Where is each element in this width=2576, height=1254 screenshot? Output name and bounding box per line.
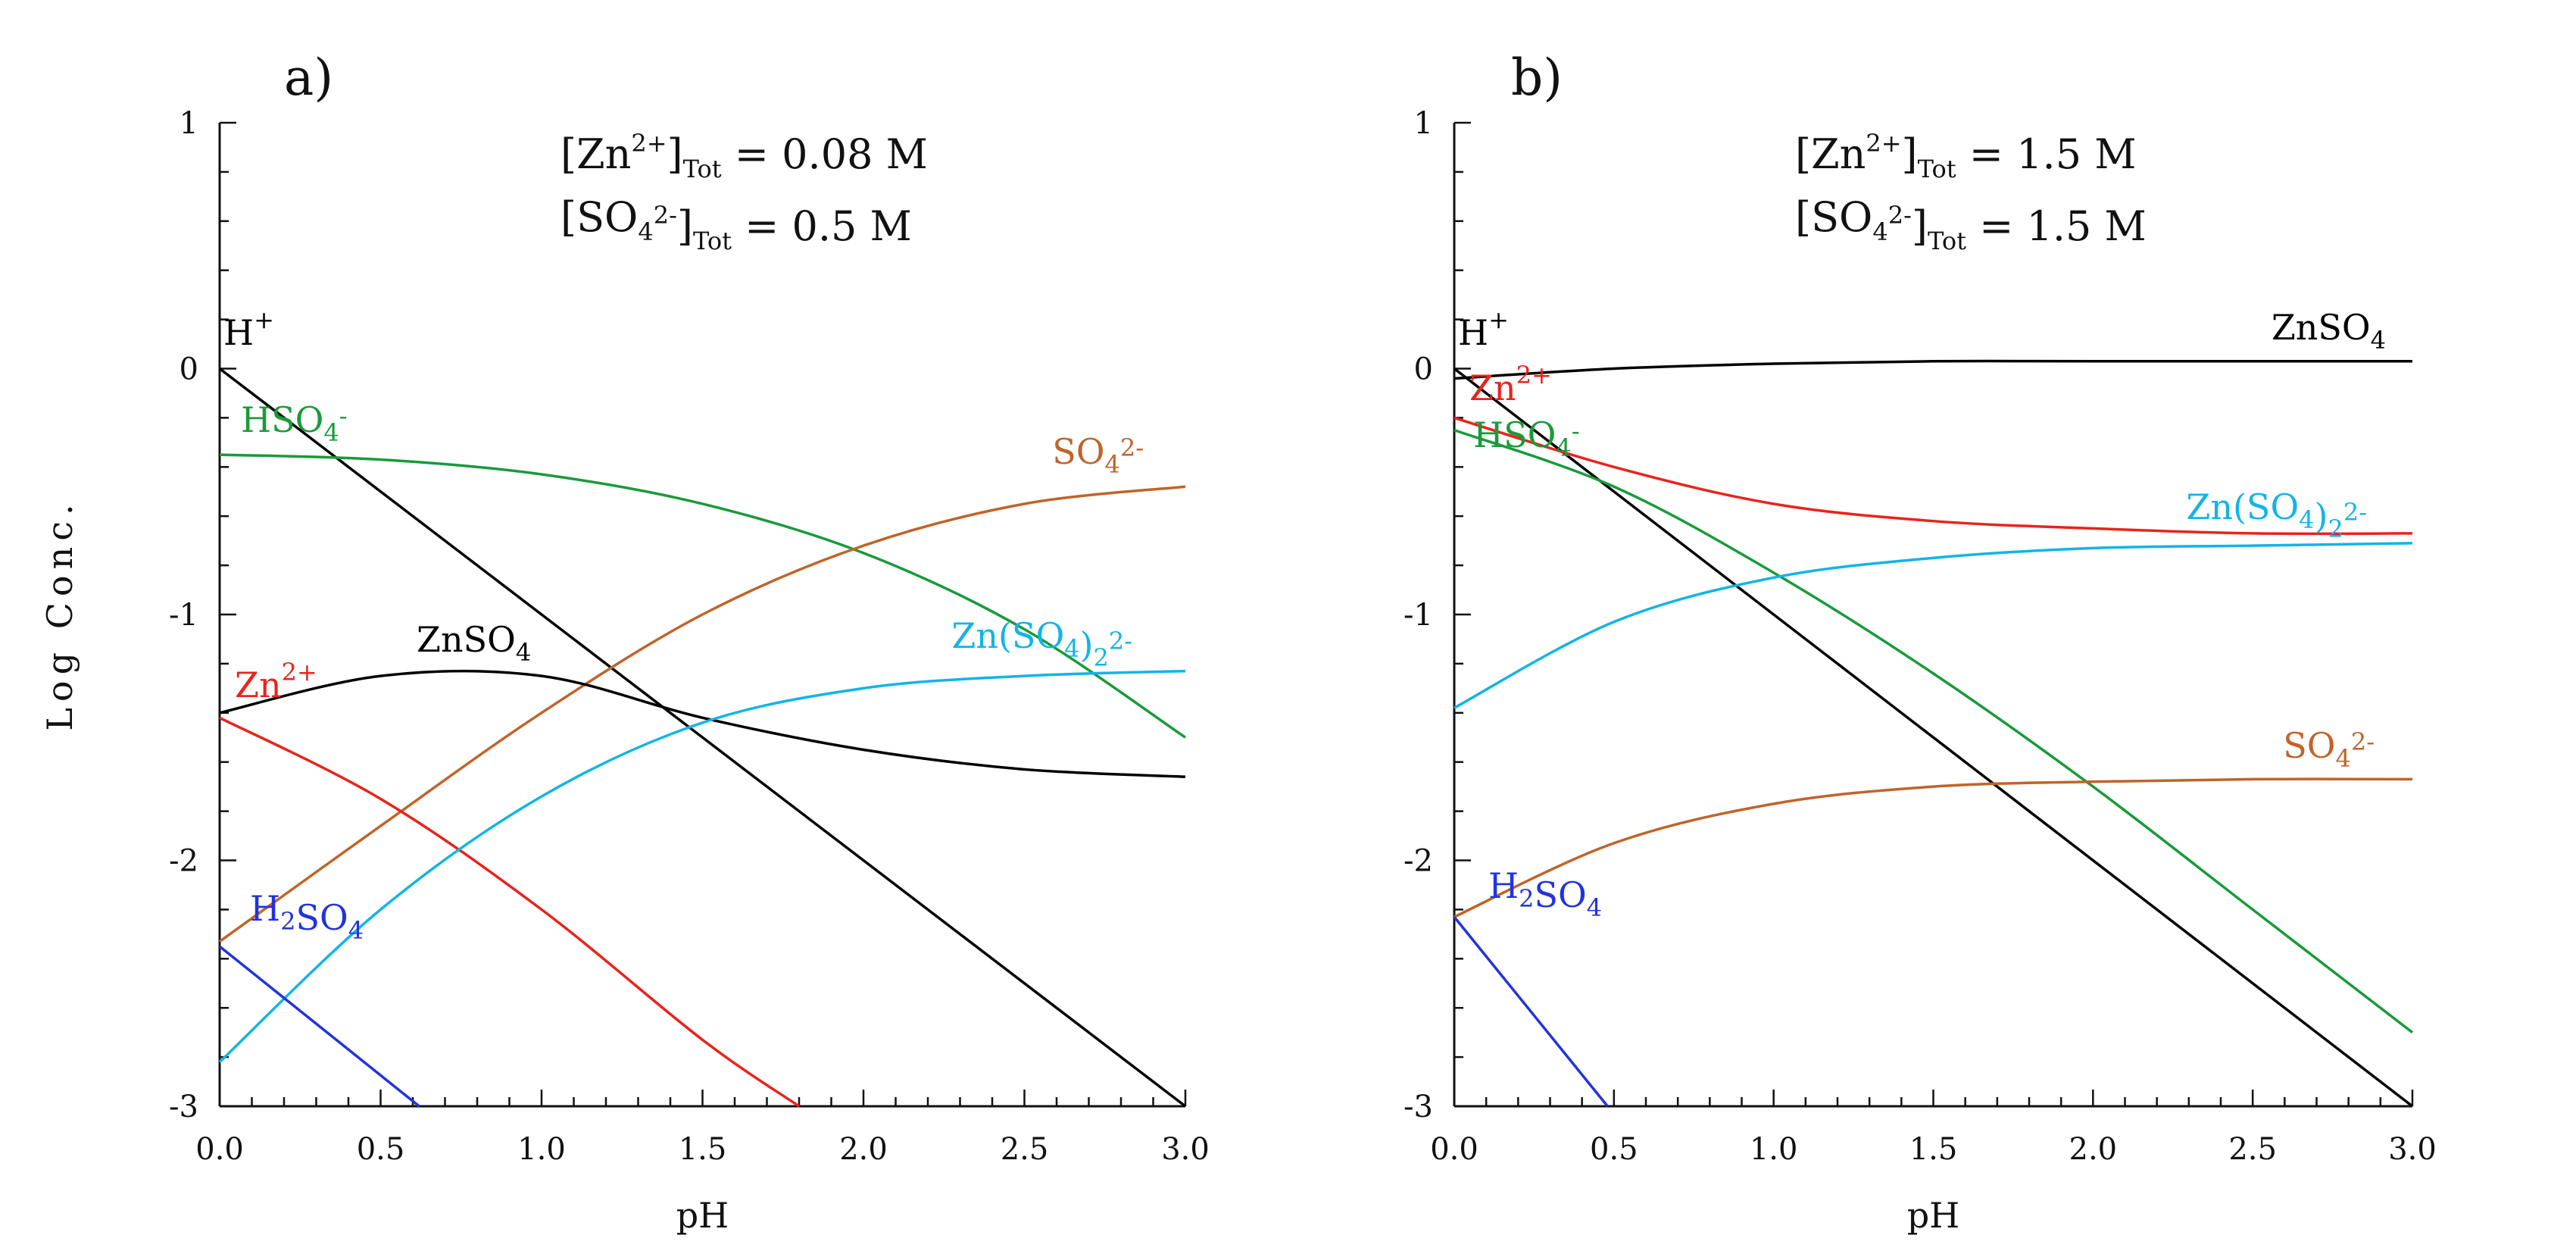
series-line-so4-2 (218, 485, 1186, 943)
x-tick-label: 2.0 (839, 1132, 888, 1167)
series-line-h2so4 (218, 945, 420, 1108)
series-label-h: H+ (223, 305, 274, 353)
y-tick-label: -2 (1404, 844, 1433, 879)
series-line-h (1453, 367, 2414, 1108)
series-label-zn2: Zn2+ (235, 658, 317, 705)
x-tick-label: 3.0 (1161, 1132, 1210, 1167)
series-label-zn-so4-2-2: Zn(SO4)22- (951, 615, 1132, 672)
series-line-zn2 (1453, 416, 2413, 536)
y-tick-label: -1 (169, 598, 198, 633)
series-line-zn-so4-2-2 (218, 669, 1186, 1063)
panel-label: a) (284, 48, 333, 107)
y-tick-label: 0 (1414, 352, 1433, 387)
series-line-znso4 (219, 669, 1186, 778)
series-line-zn2 (219, 716, 800, 1108)
y-tick-label: -1 (1404, 598, 1433, 633)
series-line-hso4 (1453, 428, 2414, 1034)
series-line-zn-so4-2-2 (1453, 542, 2413, 709)
series-line-znso4 (1453, 359, 2412, 380)
y-tick-label: 1 (1414, 106, 1433, 141)
total-concentration-note: [SO42-]Tot = 0.5 M (560, 193, 912, 255)
series-label-znso4: ZnSO4 (417, 619, 531, 667)
series-line-hso4 (219, 453, 1186, 739)
series-label-zn-so4-2-2: Zn(SO4)22- (2186, 486, 2367, 543)
x-tick-label: 1.0 (1750, 1132, 1798, 1167)
x-tick-label: 3.0 (2388, 1132, 2437, 1167)
x-tick-label: 2.5 (1001, 1132, 1049, 1167)
chart-panel-a: 1 0 -1 -2 -3 0.0 0.5 1.0 1.5 2.0 2.5 3.0 pH Log Conc.… (39, 48, 1210, 1236)
y-tick-label: -3 (1404, 1090, 1433, 1124)
series-line-h (218, 367, 1187, 1108)
x-tick-label: 1.5 (679, 1132, 727, 1167)
panel-label: b) (1511, 48, 1563, 107)
y-tick-label: -2 (169, 844, 198, 879)
total-concentration-note: [Zn2+]Tot = 0.08 M (560, 129, 928, 183)
series-label-hso4: HSO4- (241, 399, 348, 447)
y-axis-title: Log Conc. (39, 498, 80, 730)
x-tick-label: 0.5 (1590, 1132, 1638, 1167)
series-label-hso4: HSO4- (1473, 414, 1580, 462)
x-tick-label: 0.5 (357, 1132, 405, 1167)
y-tick-label: -3 (169, 1090, 198, 1124)
series-label-h: H+ (1458, 305, 1509, 353)
series-label-zn2: Zn2+ (1469, 361, 1552, 408)
series-label-znso4: ZnSO4 (2272, 307, 2386, 355)
series-label-h2so4: H2SO4 (1488, 865, 1602, 922)
x-tick-label: 0.0 (195, 1132, 244, 1167)
x-tick-label: 2.5 (2228, 1132, 2277, 1167)
total-concentration-note: [Zn2+]Tot = 1.5 M (1795, 129, 2137, 183)
series-label-h2so4: H2SO4 (250, 888, 364, 945)
y-tick-label: 1 (180, 106, 198, 141)
series-line-h2so4 (1453, 916, 1609, 1108)
x-tick-label: 2.0 (2069, 1132, 2118, 1167)
series-label-so4-2: SO42- (2283, 725, 2375, 773)
total-concentration-note: [SO42-]Tot = 1.5 M (1795, 193, 2147, 255)
x-axis-title: pH (676, 1195, 729, 1236)
x-tick-label: 0.0 (1430, 1132, 1478, 1167)
x-tick-label: 1.5 (1909, 1132, 1958, 1167)
chart-panel-b: 1 0 -1 -2 -3 0.0 0.5 1.0 1.5 2.0 2.5 3.0 pH b) [Zn2+]T… (1404, 48, 2437, 1236)
x-axis-title: pH (1907, 1195, 1960, 1236)
series-line-so4-2 (1453, 777, 2413, 918)
y-tick-label: 0 (180, 352, 198, 387)
series-label-so4-2: SO42- (1052, 431, 1144, 479)
x-tick-label: 1.0 (517, 1132, 566, 1167)
